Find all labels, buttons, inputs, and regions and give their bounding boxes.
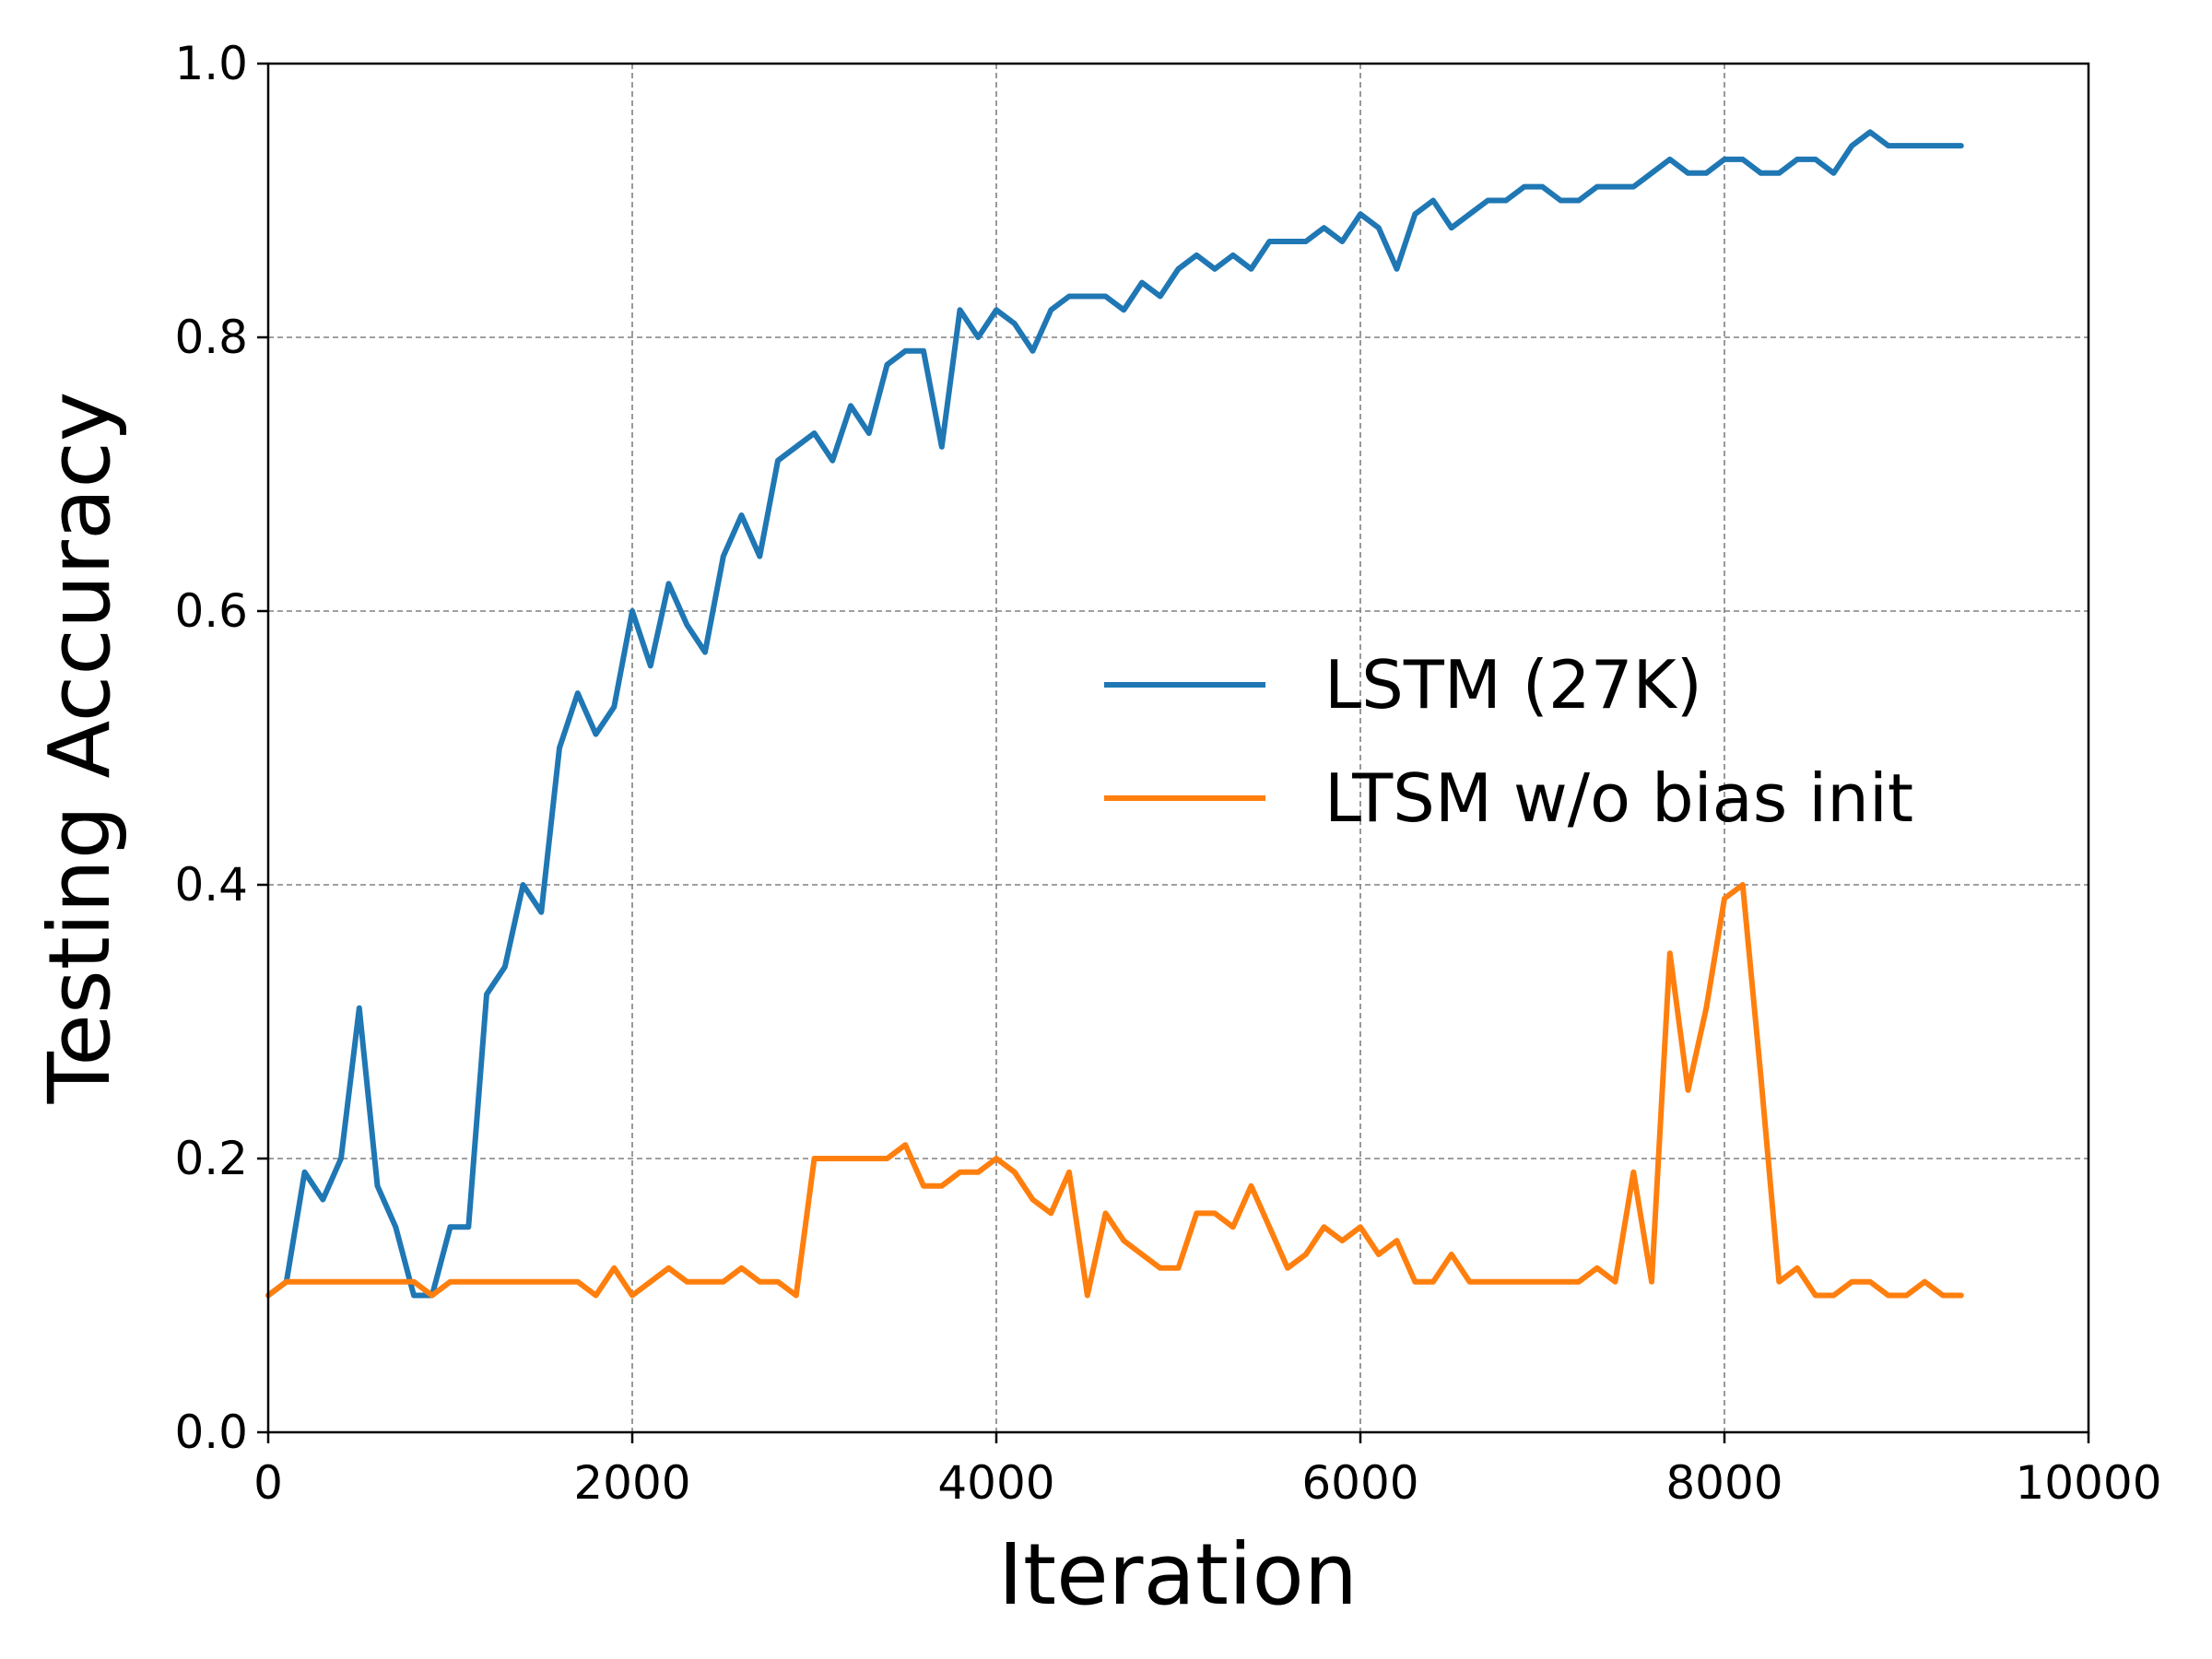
y-tick-label: 0.6 [174,584,248,638]
x-tick-label: 8000 [1665,1456,1783,1510]
series-layer [265,129,1964,1299]
grid [268,64,2088,1432]
x-tick-label: 0 [253,1456,283,1510]
legend-label-lstm: LSTM (27K) [1324,646,1702,724]
x-tick-label: 10000 [2015,1456,2161,1510]
y-tick-label: 1.0 [174,37,248,90]
y-tick-label: 0.2 [174,1132,248,1185]
y-tick-label: 0.0 [174,1406,248,1459]
x-tick-label: 4000 [937,1456,1054,1510]
y-tick-label: 0.4 [174,858,248,912]
y-tick-label: 0.8 [174,311,248,364]
x-tick-label: 6000 [1301,1456,1418,1510]
y-axis-title: Testing Accuracy [30,392,129,1105]
legend-label-ltsm-no-bias: LTSM w/o bias init [1324,759,1913,837]
legend: LSTM (27K) LTSM w/o bias init [1104,646,1913,837]
ticks: 0 2000 4000 6000 8000 10000 0.0 0.2 0.4 0.6 0.8 1.0 [174,37,2161,1510]
series-line-lstm [265,129,1964,1299]
x-axis-title: Iteration [998,1525,1358,1624]
series-line-ltsm-no-bias [265,882,1964,1299]
x-tick-label: 2000 [573,1456,690,1510]
plot-frame [266,62,2090,1434]
